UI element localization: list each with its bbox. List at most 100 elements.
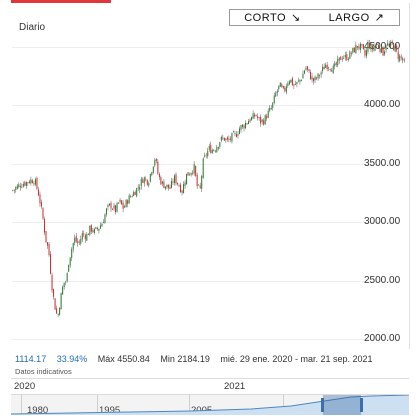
candle-up [102,222,104,224]
candle-down [223,137,225,141]
candle-up [272,102,274,108]
arrow-down-right-icon: ↘ [291,12,301,24]
candle-down [160,177,162,185]
candle-down [293,84,295,86]
candle-down [75,236,77,242]
candle-up [275,92,277,97]
candle-down [40,202,43,207]
candle-up [311,76,313,80]
candle-up [300,79,302,81]
long-button[interactable]: LARGO ↗ [314,9,400,26]
candle-up [296,81,298,85]
candle-down [78,241,80,243]
overview-year-1995: 1995 [99,405,121,416]
overview-navigator[interactable]: 1980 1995 2005 2015 [11,394,409,416]
candle-down [362,44,364,49]
period-label: Diario [19,22,46,33]
candle-up [317,73,319,79]
chart-panel [11,3,410,349]
candle-up [193,164,195,174]
candle-up [370,46,372,50]
candle-up [373,46,375,51]
candle-up [119,199,121,202]
candle-up [290,79,292,83]
candle-up [105,208,108,215]
candle-up [57,314,59,316]
candle-up [305,67,307,71]
candle-up [140,178,142,187]
candle-down [319,75,321,77]
stats-bar: 1114.17 33.94% Máx 4550.84 Min 2184.19 m… [15,354,381,364]
price-chart[interactable] [0,0,420,350]
y-tick-label: 3500.00 [364,157,401,169]
candle-down [131,196,133,198]
candle-up [151,172,153,176]
candle-up [403,59,405,61]
candle-down [331,70,333,72]
candle-up [220,136,222,141]
candle-up [387,43,389,46]
candle-up [314,76,316,81]
candle-up [245,122,247,129]
candle-down [391,41,393,44]
candle-down [145,178,147,180]
candle-up [59,308,61,315]
candle-up [285,86,287,93]
candle-down [175,174,177,184]
candle-up [381,46,383,53]
candle-down [19,185,21,188]
candle-up [34,179,36,185]
candle-up [332,65,334,74]
candle-down [393,44,395,51]
candle-up [385,46,387,50]
candle-down [48,244,50,256]
candle-up [213,149,215,151]
gridline [12,222,398,224]
candle-down [294,83,296,85]
y-tick-label: 4000.00 [364,99,401,111]
candle-up [347,58,349,60]
candle-up [63,282,65,288]
active-tab-indicator [11,0,111,3]
candle-down [343,57,345,59]
candle-down [43,218,46,233]
candle-down [169,187,171,189]
overview-tick [97,395,98,415]
candle-down [313,78,315,82]
short-button[interactable]: CORTO ↘ [229,9,316,26]
candle-up [25,181,27,187]
candle-down [31,180,33,184]
candle-down [87,234,89,236]
candle-up [278,85,280,90]
candle-up [252,113,254,119]
candle-down [228,138,230,140]
candle-down [178,185,180,187]
candle-down [115,205,117,213]
candle-down [37,189,39,196]
candle-down [39,194,41,204]
candle-down [291,78,293,86]
candle-down [96,228,98,230]
candle-up [337,58,339,66]
candle-up [207,150,209,157]
candle-down [137,187,139,189]
candle-down [378,45,380,48]
candle-up [139,187,141,190]
overview-tick [21,395,22,415]
candle-down [368,42,371,49]
candle-down [316,77,318,79]
candle-up [222,137,224,139]
candle-up [60,293,62,310]
candle-down [323,66,325,70]
change-value: 1114.17 [15,354,47,364]
nav-year-2021: 2021 [224,381,246,392]
candle-up [394,46,396,52]
candle-down [309,71,312,80]
candle-up [116,202,118,212]
candle-up [248,121,250,125]
candle-down [205,154,207,156]
short-button-label: CORTO [244,11,287,24]
candle-up [238,128,241,134]
candle-down [306,66,309,70]
navigator-timeline: 2020 2021 [11,378,409,393]
